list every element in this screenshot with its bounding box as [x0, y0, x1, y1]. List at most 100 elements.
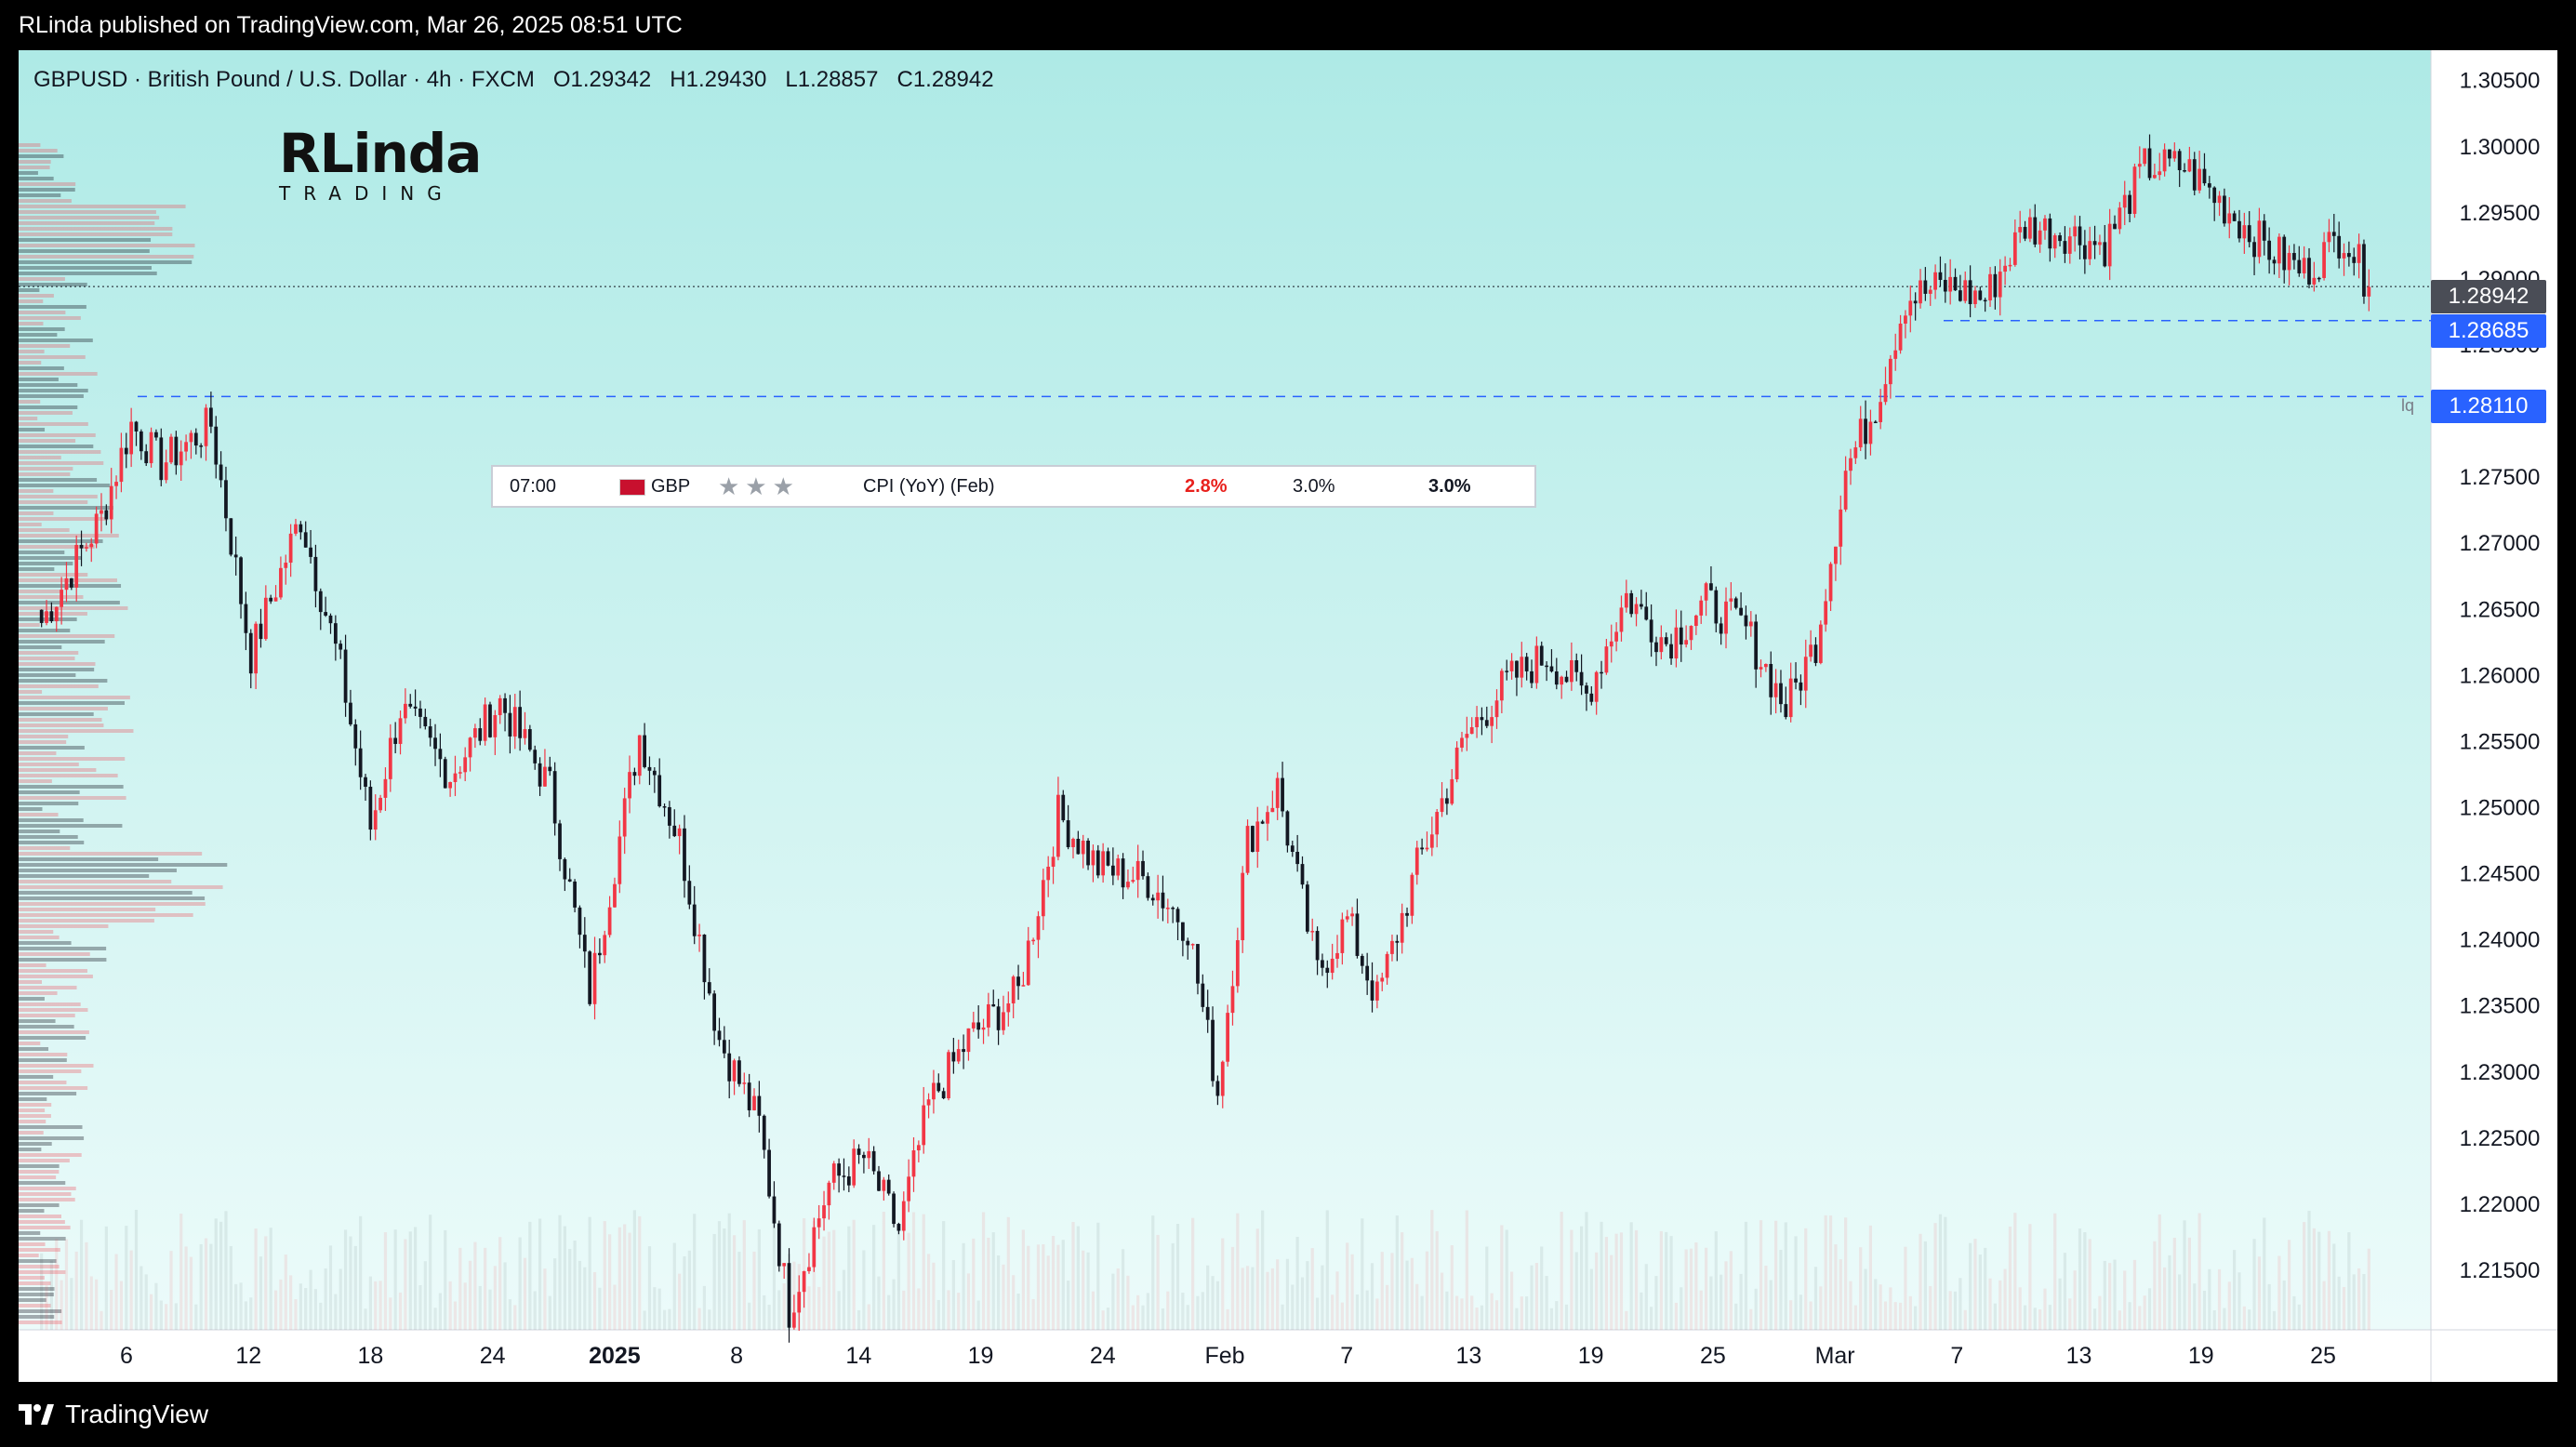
candle[interactable] [1270, 790, 1275, 813]
candle[interactable] [2223, 188, 2226, 227]
candle[interactable] [1091, 844, 1095, 883]
candle[interactable] [1978, 286, 1983, 301]
candle[interactable] [69, 577, 73, 591]
candle[interactable] [867, 1137, 871, 1169]
candle[interactable] [1893, 333, 1898, 371]
candle[interactable] [1161, 875, 1165, 922]
candle[interactable] [1689, 625, 1693, 650]
candle[interactable] [433, 724, 437, 766]
candle[interactable] [543, 749, 547, 787]
candle[interactable] [2113, 215, 2117, 230]
candle[interactable] [2352, 247, 2357, 276]
candle[interactable] [1505, 659, 1509, 681]
candle[interactable] [114, 475, 118, 499]
candle[interactable] [1465, 716, 1469, 751]
candle[interactable] [1350, 907, 1354, 926]
candle[interactable] [1539, 641, 1544, 666]
candle[interactable] [926, 1093, 931, 1119]
candle[interactable] [1579, 654, 1584, 696]
candle[interactable] [2128, 190, 2131, 223]
candle[interactable] [1021, 972, 1026, 987]
candle[interactable] [214, 416, 219, 479]
candle[interactable] [2008, 258, 2012, 272]
candle[interactable] [1380, 972, 1385, 991]
candle[interactable] [164, 449, 168, 484]
candle[interactable] [1799, 674, 1803, 706]
candle[interactable] [159, 428, 164, 486]
candle[interactable] [1759, 659, 1763, 678]
candle[interactable] [1654, 636, 1658, 667]
candle[interactable] [936, 1073, 941, 1093]
candle[interactable] [662, 803, 667, 817]
candle[interactable] [2137, 146, 2142, 179]
candle[interactable] [752, 1088, 756, 1111]
candle[interactable] [757, 1081, 762, 1133]
candle[interactable] [60, 577, 63, 625]
candle[interactable] [1281, 762, 1284, 817]
candle[interactable] [613, 877, 617, 909]
candle[interactable] [2183, 163, 2186, 173]
candle[interactable] [951, 1038, 956, 1074]
candle[interactable] [1026, 926, 1030, 986]
candle[interactable] [85, 542, 88, 552]
candle[interactable] [263, 585, 268, 641]
candle[interactable] [1141, 850, 1145, 880]
candle[interactable] [2292, 244, 2296, 270]
candle[interactable] [418, 700, 422, 729]
candle[interactable] [842, 1158, 846, 1191]
candle[interactable] [2262, 214, 2266, 256]
candle[interactable] [1754, 614, 1759, 688]
candle[interactable] [1834, 546, 1838, 581]
candle[interactable] [1016, 964, 1020, 1001]
candle[interactable] [269, 594, 273, 604]
candle[interactable] [1131, 866, 1135, 883]
candle[interactable] [1704, 581, 1708, 617]
candle[interactable] [2122, 180, 2127, 226]
candle[interactable] [438, 733, 443, 777]
candle[interactable] [1988, 267, 1992, 307]
candle[interactable] [239, 556, 243, 619]
candle[interactable] [1659, 625, 1664, 660]
candle[interactable] [254, 621, 258, 689]
candle[interactable] [827, 1180, 831, 1220]
candle[interactable] [617, 820, 622, 894]
candle[interactable] [333, 615, 338, 661]
candle[interactable] [1564, 670, 1569, 684]
candle[interactable] [100, 493, 103, 532]
candle[interactable] [976, 1005, 981, 1039]
candle[interactable] [2227, 197, 2232, 239]
candle[interactable] [901, 1191, 906, 1241]
candle[interactable] [717, 1017, 722, 1047]
candle[interactable] [603, 930, 607, 963]
candle[interactable] [49, 602, 54, 623]
candle[interactable] [1126, 869, 1130, 890]
candle[interactable] [1454, 741, 1459, 783]
candle[interactable] [812, 1217, 817, 1272]
candle[interactable] [592, 936, 597, 1020]
candle[interactable] [1928, 285, 1932, 306]
candle[interactable] [2367, 269, 2371, 312]
candle[interactable] [737, 1055, 741, 1087]
level2-price-tag[interactable]: 1.28110 [2431, 390, 2546, 423]
candle[interactable] [1545, 661, 1548, 682]
candle[interactable] [39, 609, 44, 628]
candle[interactable] [358, 730, 363, 790]
candle[interactable] [1843, 456, 1848, 512]
candle[interactable] [1300, 856, 1305, 889]
candle[interactable] [533, 745, 538, 770]
candle[interactable] [2287, 245, 2291, 285]
candle[interactable] [2302, 246, 2306, 279]
candle[interactable] [219, 451, 223, 488]
candle[interactable] [144, 444, 149, 467]
candle[interactable] [2282, 234, 2287, 284]
candle[interactable] [209, 392, 213, 433]
candle[interactable] [797, 1275, 802, 1331]
candle[interactable] [299, 521, 303, 540]
candle[interactable] [1993, 266, 1998, 310]
candle[interactable] [2232, 210, 2237, 221]
candle[interactable] [468, 737, 472, 772]
candle[interactable] [1405, 907, 1409, 927]
candle[interactable] [1484, 706, 1489, 729]
candle[interactable] [89, 538, 94, 563]
candle[interactable] [2212, 186, 2217, 221]
